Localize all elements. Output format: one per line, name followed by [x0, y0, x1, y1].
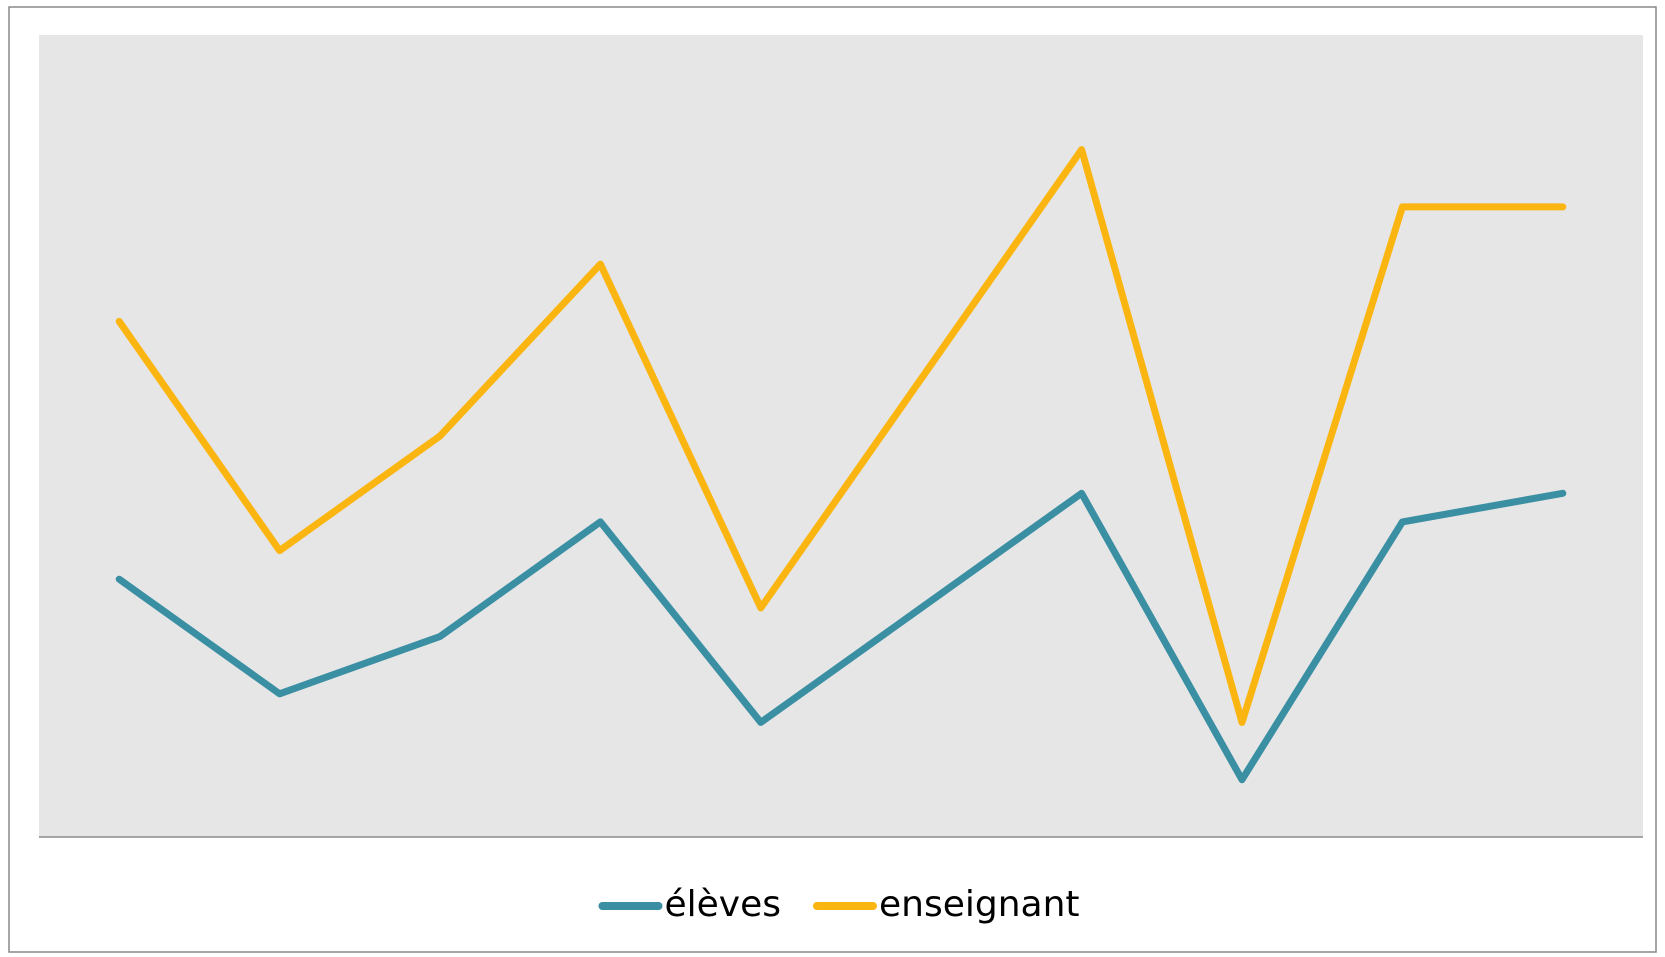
legend-item: enseignant — [812, 884, 1080, 925]
legend-item: élèves — [598, 884, 781, 925]
legend: élèves enseignant — [598, 884, 1080, 925]
plot-area — [39, 35, 1643, 837]
series-line — [115, 489, 1567, 784]
series-line — [115, 146, 1567, 726]
legend-label: enseignant — [879, 884, 1080, 925]
legend-label: élèves — [664, 884, 781, 925]
